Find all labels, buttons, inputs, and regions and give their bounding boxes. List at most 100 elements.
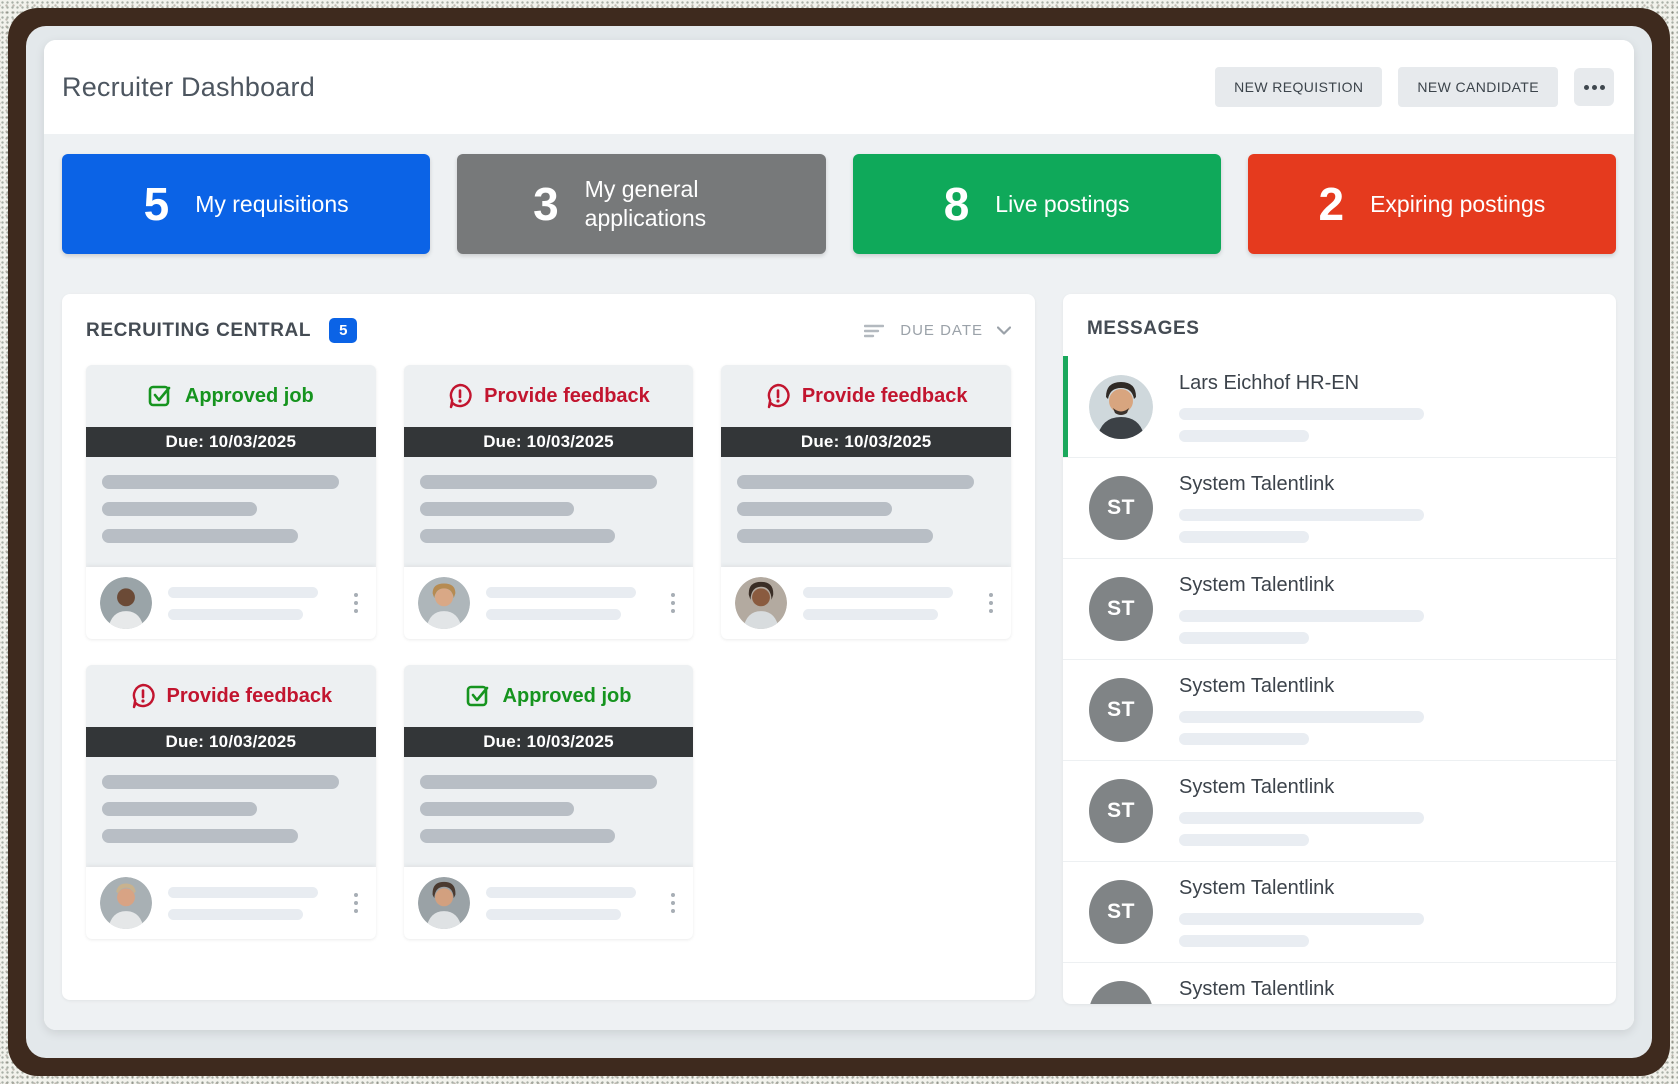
card-menu-button[interactable] [667,889,679,917]
message-sender-name: System Talentlink [1179,978,1335,1000]
message-item[interactable]: ST System Talentlink [1063,659,1616,760]
avatar [735,577,788,629]
message-item[interactable]: Lars Eichhof HR-EN [1063,356,1616,457]
task-status-label: Provide feedback [166,684,333,707]
message-sender-name: Lars Eichhof HR-EN [1179,371,1360,394]
card-menu-button[interactable] [985,589,997,617]
avatar [1089,374,1153,439]
task-status-label: Provide feedback [484,384,650,407]
stat-tiles: 5 My requisitions 3 My general applicati… [62,154,1616,254]
due-date-bar: Due: 10/03/2025 [721,427,1011,457]
task-footer [86,567,376,639]
footer-skeleton [803,586,969,620]
stat-count: 3 [533,178,559,230]
due-date-sort-control[interactable]: DUE DATE [862,322,1011,340]
dashboard-content: 5 My requisitions 3 My general applicati… [44,134,1634,1030]
stat-expiring-postings[interactable]: 2 Expiring postings [1247,154,1616,254]
task-status-label: Provide feedback [801,384,968,407]
filter-lines-icon [864,324,885,337]
recruiting-central-header: RECRUITING CENTRAL 5 DUE DATE [86,318,1011,343]
avatar [100,877,152,929]
messages-panel: MESSAGES Lars Eichhof HR-EN ST [1063,294,1616,1004]
check-square-icon [148,385,171,407]
new-candidate-button[interactable]: NEW CANDIDATE [1398,67,1558,107]
new-requisition-button[interactable]: NEW REQUISTION [1215,67,1383,107]
recruiting-central-title: RECRUITING CENTRAL [86,319,312,341]
message-item[interactable]: ST System Talentlink [1063,457,1616,558]
card-menu-button[interactable] [350,589,362,617]
task-card-provide-feedback[interactable]: Provide feedback Due: 10/03/2025 [403,365,694,639]
message-sender-name: System Talentlink [1179,877,1335,899]
footer-skeleton [168,586,334,620]
task-card-approved-job[interactable]: Approved job Due: 10/03/2025 [86,365,376,639]
recruiting-central-panel: RECRUITING CENTRAL 5 DUE DATE [62,294,1035,1000]
due-date-bar: Due: 10/03/2025 [403,727,694,757]
task-status-label: Approved job [502,684,632,707]
avatar: ST [1089,779,1153,843]
page-title: Recruiter Dashboard [62,71,315,102]
due-date-bar: Due: 10/03/2025 [403,427,694,457]
dashboard-window: Recruiter Dashboard NEW REQUISTION NEW C… [44,40,1634,1030]
avatar: ST [1089,476,1153,540]
task-body-skeleton [86,757,376,867]
task-body-skeleton [404,757,694,867]
task-body-skeleton [86,457,376,567]
card-menu-button[interactable] [667,589,679,617]
message-item[interactable]: ST System Talentlink [1063,962,1616,1004]
task-footer [403,867,694,939]
messages-title: MESSAGES [1087,318,1200,339]
stat-label: My requisitions [195,190,349,217]
task-footer [86,867,376,939]
message-item[interactable]: ST System Talentlink [1063,760,1616,861]
card-menu-button[interactable] [350,889,362,917]
more-options-button[interactable] [1574,68,1614,106]
chevron-down-icon [997,326,1011,335]
stat-count: 8 [943,178,970,230]
avatar [100,577,152,629]
stat-my-requisitions[interactable]: 5 My requisitions [62,154,431,254]
task-status: Approved job [404,665,694,727]
task-footer [721,567,1011,639]
filter-button[interactable] [862,322,886,340]
task-status: Approved job [86,365,376,427]
stat-label: Live postings [995,190,1130,217]
stat-label: My general applications [584,176,707,231]
due-date-label: DUE DATE [900,322,983,339]
task-cards-grid: Approved job Due: 10/03/2025 [86,365,1011,939]
alert-bubble-icon [132,683,155,709]
task-body-skeleton [721,457,1011,567]
footer-skeleton [485,886,652,920]
alert-bubble-icon [767,383,790,409]
task-card-provide-feedback[interactable]: Provide feedback Due: 10/03/2025 [86,665,376,939]
stat-live-postings[interactable]: 8 Live postings [852,154,1221,254]
task-card-approved-job[interactable]: Approved job Due: 10/03/2025 [403,665,694,939]
avatar: ST [1089,577,1153,641]
messages-list: Lars Eichhof HR-EN ST System Talentlink … [1063,356,1616,1004]
task-status-label: Approved job [184,384,314,407]
avatar [417,577,470,629]
task-body-skeleton [404,457,694,567]
stat-my-general-applications[interactable]: 3 My general applications [457,154,826,254]
message-sender-name: System Talentlink [1179,473,1335,495]
stat-count: 2 [1318,178,1345,230]
avatar [417,877,470,929]
alert-bubble-icon [449,383,472,409]
check-square-icon [466,685,488,707]
recruiting-central-count-badge: 5 [329,318,358,343]
message-item[interactable]: ST System Talentlink [1063,861,1616,962]
message-sender-name: System Talentlink [1179,776,1335,798]
avatar: ST [1089,678,1153,742]
message-item[interactable]: ST System Talentlink [1063,558,1616,659]
task-status: Provide feedback [404,365,694,427]
footer-skeleton [168,886,334,920]
message-sender-name: System Talentlink [1179,574,1335,596]
due-date-bar: Due: 10/03/2025 [86,727,376,757]
task-card-provide-feedback[interactable]: Provide feedback Due: 10/03/2025 [721,365,1011,639]
dashboard-header: Recruiter Dashboard NEW REQUISTION NEW C… [44,40,1634,134]
avatar: ST [1089,880,1153,944]
stat-label: Expiring postings [1370,190,1546,217]
header-actions: NEW REQUISTION NEW CANDIDATE [1215,67,1614,107]
stat-count: 5 [143,178,170,230]
footer-skeleton [485,586,652,620]
task-status: Provide feedback [721,365,1011,427]
